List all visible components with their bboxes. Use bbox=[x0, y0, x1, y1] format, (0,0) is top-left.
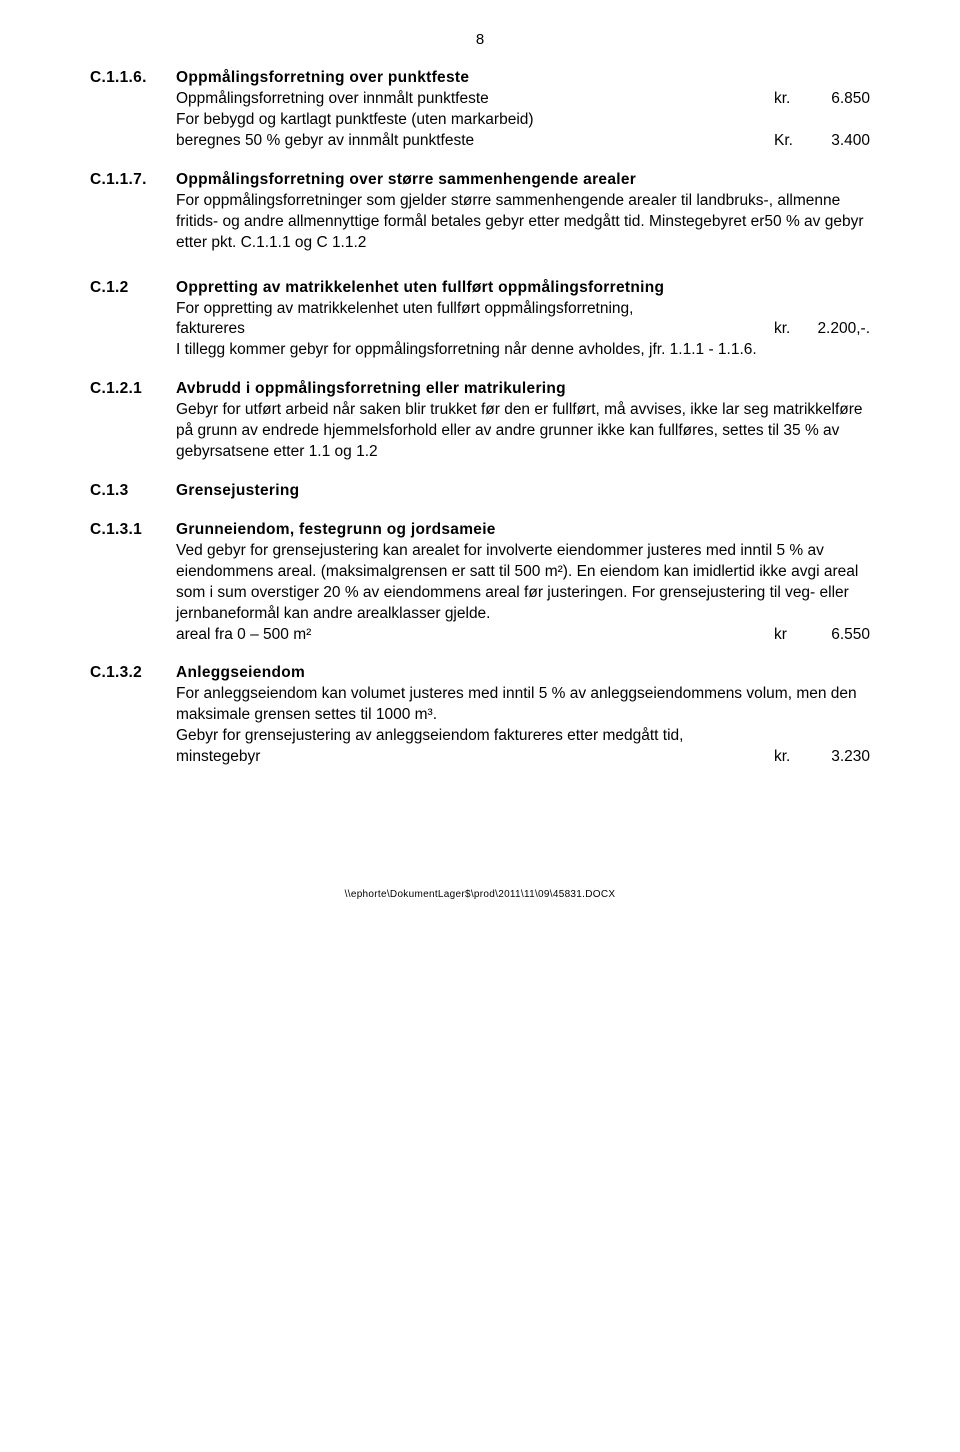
section-c117: C.1.1.7. Oppmålingsforretning over størr… bbox=[90, 170, 870, 254]
row-text: areal fra 0 – 500 m² bbox=[176, 625, 774, 646]
body-text: I tillegg kommer gebyr for oppmålingsfor… bbox=[176, 340, 870, 361]
section-body: Grunneiendom, festegrunn og jordsameie V… bbox=[176, 520, 870, 646]
section-title: Oppmålingsforretning over punktfeste bbox=[176, 68, 870, 89]
section-body: Oppmålingsforretning over større sammenh… bbox=[176, 170, 870, 254]
price-row: minstegebyr kr. 3.230 bbox=[176, 747, 870, 768]
section-number: C.1.1.6. bbox=[90, 68, 176, 152]
row-value: 2.200,-. bbox=[808, 319, 870, 340]
section-title: Anleggseiendom bbox=[176, 663, 870, 684]
price-row: Oppmålingsforretning over innmålt punktf… bbox=[176, 89, 870, 110]
section-title: Grunneiendom, festegrunn og jordsameie bbox=[176, 520, 870, 541]
body-text: For oppretting av matrikkelenhet uten fu… bbox=[176, 299, 870, 320]
row-text: Oppmålingsforretning over innmålt punktf… bbox=[176, 89, 774, 110]
section-body: Avbrudd i oppmålingsforretning eller mat… bbox=[176, 379, 870, 463]
section-number: C.1.1.7. bbox=[90, 170, 176, 254]
row-value: 6.850 bbox=[808, 89, 870, 110]
row-currency: kr. bbox=[774, 747, 808, 768]
section-body: Grensejustering bbox=[176, 481, 870, 502]
row-value: 3.230 bbox=[808, 747, 870, 768]
body-text: For oppmålingsforretninger som gjelder s… bbox=[176, 191, 870, 254]
row-currency: kr. bbox=[774, 89, 808, 110]
body-text: Ved gebyr for grensejustering kan areale… bbox=[176, 541, 870, 625]
section-title: Oppretting av matrikkelenhet uten fullfø… bbox=[176, 278, 870, 299]
body-text: Gebyr for utført arbeid når saken blir t… bbox=[176, 400, 870, 463]
footer-path: \\ephorte\DokumentLager$\prod\2011\11\09… bbox=[90, 888, 870, 902]
section-c132: C.1.3.2 Anleggseiendom For anleggseiendo… bbox=[90, 663, 870, 768]
section-c12: C.1.2 Oppretting av matrikkelenhet uten … bbox=[90, 278, 870, 362]
section-c131: C.1.3.1 Grunneiendom, festegrunn og jord… bbox=[90, 520, 870, 646]
row-currency: kr bbox=[774, 625, 808, 646]
row-value: 6.550 bbox=[808, 625, 870, 646]
section-number: C.1.2 bbox=[90, 278, 176, 362]
section-c116: C.1.1.6. Oppmålingsforretning over punkt… bbox=[90, 68, 870, 152]
section-body: Oppmålingsforretning over punktfeste Opp… bbox=[176, 68, 870, 152]
section-number: C.1.3 bbox=[90, 481, 176, 502]
row-text: minstegebyr bbox=[176, 747, 774, 768]
section-c121: C.1.2.1 Avbrudd i oppmålingsforretning e… bbox=[90, 379, 870, 463]
row-text: faktureres bbox=[176, 319, 774, 340]
row-text: beregnes 50 % gebyr av innmålt punktfest… bbox=[176, 131, 774, 152]
section-body: Oppretting av matrikkelenhet uten fullfø… bbox=[176, 278, 870, 362]
price-row: faktureres kr. 2.200,-. bbox=[176, 319, 870, 340]
price-row: areal fra 0 – 500 m² kr 6.550 bbox=[176, 625, 870, 646]
section-c13: C.1.3 Grensejustering bbox=[90, 481, 870, 502]
row-currency: kr. bbox=[774, 319, 808, 340]
price-row: beregnes 50 % gebyr av innmålt punktfest… bbox=[176, 131, 870, 152]
body-text: Gebyr for grensejustering av anleggseien… bbox=[176, 726, 870, 747]
body-text: For bebygd og kartlagt punktfeste (uten … bbox=[176, 110, 870, 131]
section-number: C.1.3.1 bbox=[90, 520, 176, 646]
section-number: C.1.3.2 bbox=[90, 663, 176, 768]
row-currency: Kr. bbox=[774, 131, 808, 152]
section-title: Avbrudd i oppmålingsforretning eller mat… bbox=[176, 379, 870, 400]
page-number: 8 bbox=[90, 30, 870, 50]
section-title: Grensejustering bbox=[176, 481, 870, 502]
section-title: Oppmålingsforretning over større sammenh… bbox=[176, 170, 870, 191]
section-body: Anleggseiendom For anleggseiendom kan vo… bbox=[176, 663, 870, 768]
row-value: 3.400 bbox=[808, 131, 870, 152]
section-number: C.1.2.1 bbox=[90, 379, 176, 463]
body-text: For anleggseiendom kan volumet justeres … bbox=[176, 684, 870, 726]
